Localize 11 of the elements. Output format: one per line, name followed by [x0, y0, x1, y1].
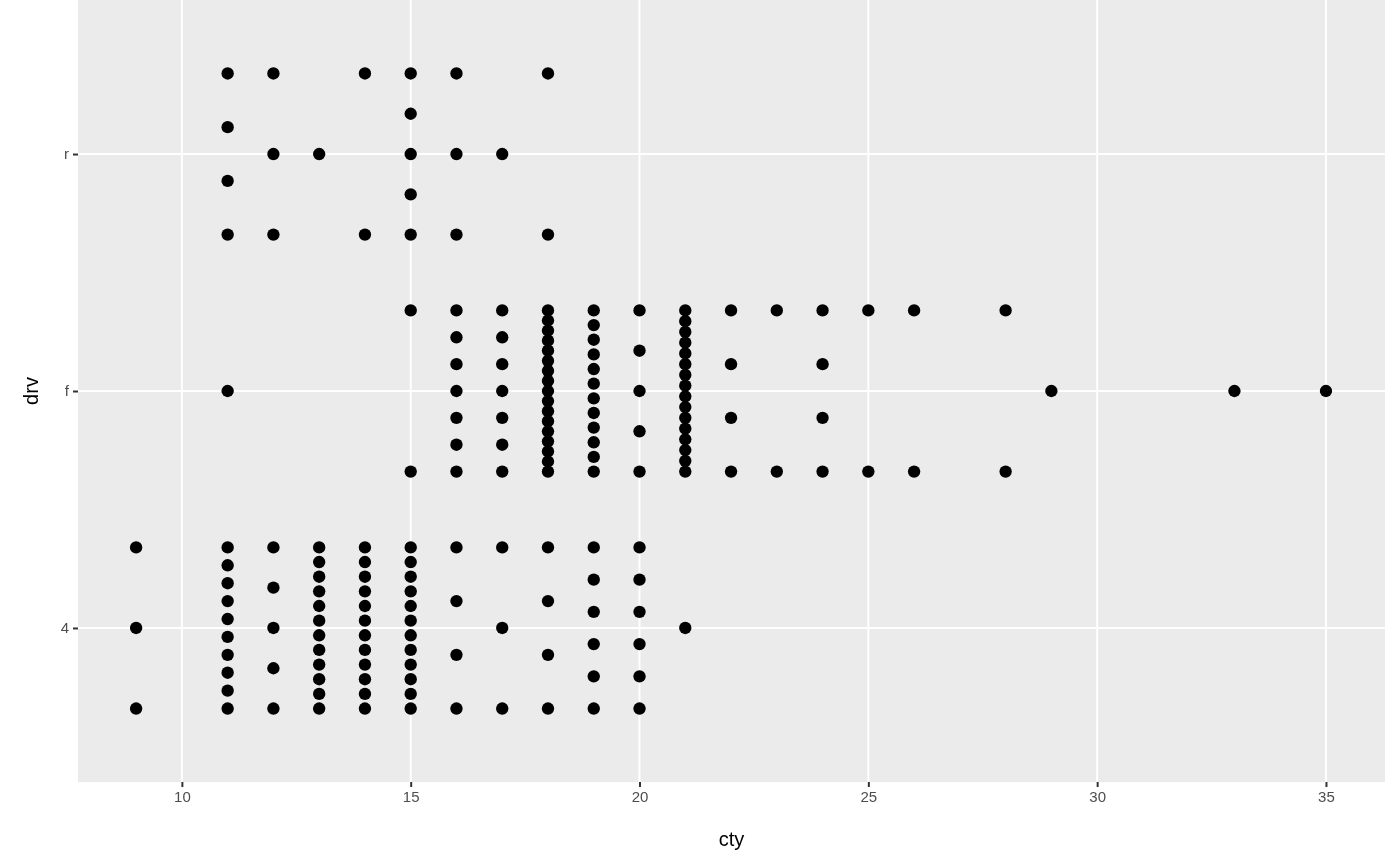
- x-tick-label: 20: [631, 787, 649, 805]
- y-tick-label: 4: [60, 619, 69, 637]
- x-axis-title: cty: [718, 828, 745, 850]
- x-tick-label: 15: [402, 787, 420, 805]
- x-tick-label: 30: [1089, 787, 1106, 805]
- y-tick-label: f: [64, 382, 70, 400]
- y-tick-label: r: [64, 145, 69, 163]
- x-tick-label: 35: [1318, 787, 1335, 805]
- x-tick-label: 25: [860, 787, 878, 805]
- y-axis-title: drv: [20, 377, 42, 405]
- x-tick-label: 10: [174, 787, 191, 805]
